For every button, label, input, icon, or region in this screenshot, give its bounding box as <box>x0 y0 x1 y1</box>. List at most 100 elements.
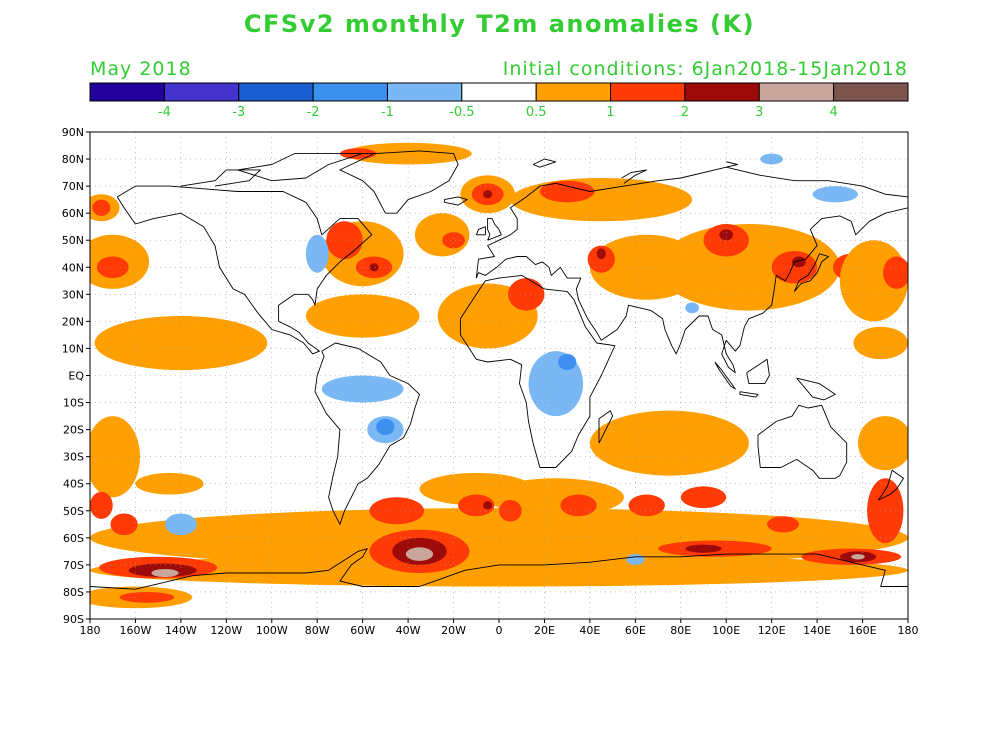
colorbar-swatch <box>163 82 240 102</box>
colorbar <box>89 82 909 102</box>
lon-tick-label: 80W <box>305 624 330 637</box>
anomaly-region-pink <box>151 568 179 578</box>
anomaly-region-dark-red <box>685 544 722 553</box>
anomaly-region-red <box>767 516 799 533</box>
coastline <box>598 410 614 444</box>
anomaly-fields <box>90 142 908 609</box>
anomaly-region-light-blue <box>760 153 784 165</box>
coastline <box>726 161 739 168</box>
colorbar-swatch <box>89 82 165 102</box>
lat-tick-label: 30S <box>63 451 84 464</box>
lat-tick-label: 50N <box>62 234 84 247</box>
anomaly-region-dark-red <box>719 229 734 241</box>
lon-tick-label: 100W <box>256 624 288 637</box>
lon-tick-label: 160E <box>849 624 877 637</box>
lat-tick-label: EQ <box>68 370 84 383</box>
lon-tick-label: 100E <box>712 624 740 637</box>
coastline <box>116 185 373 355</box>
colorbar-tick-label: 4 <box>829 105 837 120</box>
lon-tick-label: 40E <box>579 624 600 637</box>
anomaly-region-pink <box>405 547 434 561</box>
anomaly-region-blue <box>558 353 577 371</box>
lat-tick-label: 80S <box>63 586 84 599</box>
lon-tick-label: 120W <box>210 624 242 637</box>
colorbar-tick-label: -0.5 <box>449 105 474 120</box>
lon-tick-label: 160W <box>120 624 152 637</box>
coastline <box>475 166 908 279</box>
lat-tick-label: 70S <box>63 559 84 572</box>
initial-conditions: Initial conditions: 6Jan2018-15Jan2018 <box>502 58 908 80</box>
anomaly-region-light-blue <box>164 513 197 536</box>
anomaly-region-red <box>326 221 363 260</box>
lat-tick-label: 70N <box>62 180 84 193</box>
lon-tick-label: 140W <box>165 624 197 637</box>
anomaly-region-red <box>508 278 545 311</box>
anomaly-region-light-orange <box>90 416 140 498</box>
coastline <box>532 158 557 168</box>
colorbar-swatch <box>758 82 835 102</box>
lat-tick-label: 40S <box>63 478 84 491</box>
lon-tick-label: 120E <box>758 624 786 637</box>
anomaly-region-light-orange <box>344 142 472 165</box>
anomaly-region-light-orange <box>589 410 749 476</box>
colorbar-tick-label: 0.5 <box>526 105 547 120</box>
colorbar-tick-label: 2 <box>681 105 689 120</box>
lon-tick-label: 140E <box>803 624 831 637</box>
colorbar-tick-label: 3 <box>755 105 763 120</box>
anomaly-region-dark-red <box>483 190 493 199</box>
lat-tick-label: 30N <box>62 288 84 301</box>
anomaly-region-red <box>703 223 749 257</box>
anomaly-region-light-blue <box>305 234 329 273</box>
anomaly-region-red <box>560 494 597 517</box>
anomaly-region-light-orange <box>135 472 204 495</box>
lat-tick-label: 50S <box>63 505 84 518</box>
longitude-axis: 180 160W 140W 120W 100W 80W 60W 40W 20W 0 20E 40E 60… <box>80 619 919 637</box>
colorbar-tick-label: -4 <box>158 105 171 120</box>
lon-tick-label: 180 <box>898 624 919 637</box>
coastline <box>757 404 848 479</box>
colorbar-labels: -4 -3 -2 -1 -0.5 0.5 1 2 3 4 <box>158 105 838 120</box>
anomaly-region-light-blue <box>685 302 699 314</box>
anomaly-region-red <box>883 256 908 289</box>
colorbar-tick-label: 1 <box>606 105 614 120</box>
coastline <box>475 226 486 236</box>
lon-tick-label: 180 <box>80 624 101 637</box>
lon-tick-label: 20W <box>441 624 466 637</box>
colorbar-tick-label: -3 <box>232 105 245 120</box>
anomaly-region-light-orange <box>510 177 693 222</box>
anomaly-region-light-orange <box>94 315 268 371</box>
anomaly-region-red <box>628 494 665 517</box>
coastlines <box>90 150 908 590</box>
anomaly-region-light-orange <box>853 326 908 360</box>
lon-tick-label: 40W <box>396 624 421 637</box>
map-title: CFSv2 monthly T2m anomalies (K) <box>243 10 756 38</box>
coastline <box>793 253 829 292</box>
lon-tick-label: 80E <box>670 624 691 637</box>
lon-tick-label: 60W <box>350 624 375 637</box>
lat-tick-label: 90N <box>62 126 84 139</box>
colorbar-swatch <box>461 82 537 102</box>
coastline <box>339 150 459 214</box>
anomaly-region-red <box>442 232 465 249</box>
anomaly-region-pink <box>851 554 865 560</box>
colorbar-swatch <box>312 82 388 102</box>
anomaly-region-dark-red <box>792 256 806 268</box>
anomaly-region-light-orange <box>90 554 908 587</box>
coastline <box>714 361 736 390</box>
lon-tick-label: 20E <box>534 624 555 637</box>
lat-tick-label: 60S <box>63 532 84 545</box>
anomaly-region-red <box>96 256 129 279</box>
anomaly-region-dark-red <box>596 248 606 260</box>
lat-tick-label: 90S <box>63 613 84 626</box>
lon-tick-label: 0 <box>496 624 503 637</box>
colorbar-tick-label: -2 <box>307 105 320 120</box>
anomaly-region-red <box>110 513 138 536</box>
anomaly-region-light-blue <box>812 186 859 203</box>
coastline <box>746 358 770 385</box>
anomaly-region-red <box>369 497 425 525</box>
forecast-month: May 2018 <box>90 58 192 80</box>
coastline <box>314 342 420 525</box>
anomaly-region-red <box>680 486 727 509</box>
map-area <box>90 132 908 619</box>
